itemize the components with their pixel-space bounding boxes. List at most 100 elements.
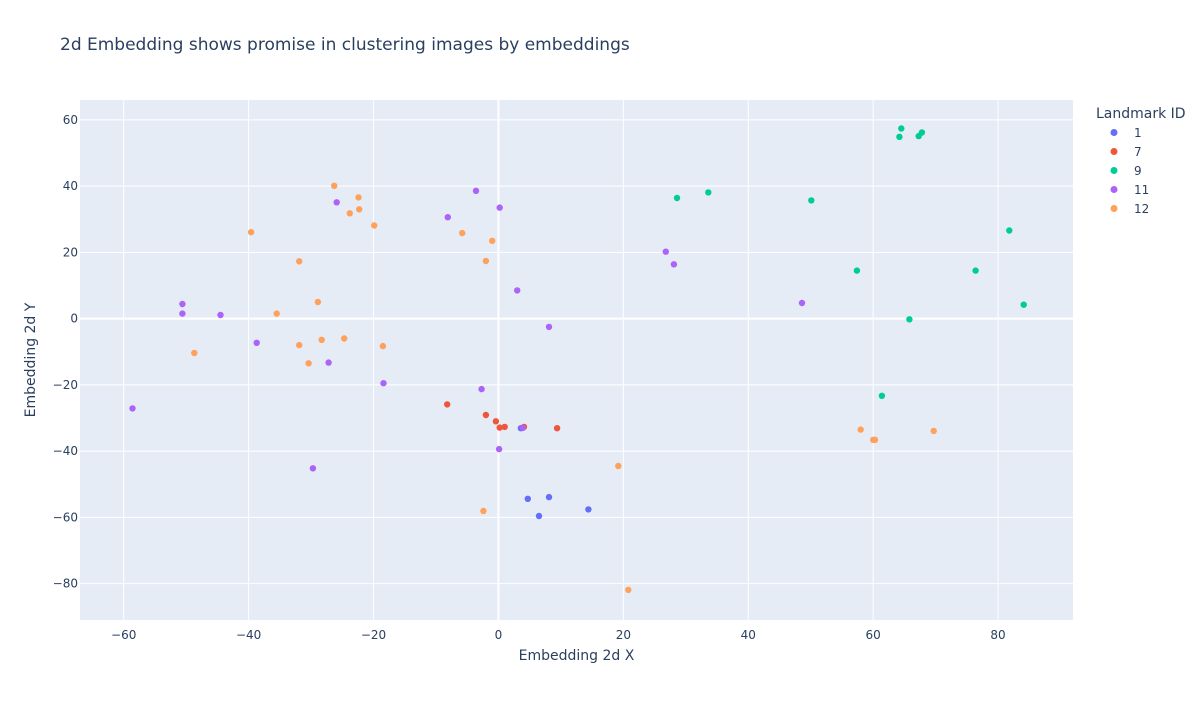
data-point[interactable] [705, 189, 712, 196]
data-point[interactable] [379, 342, 387, 350]
series-7 [444, 401, 561, 432]
data-point[interactable] [808, 197, 815, 204]
data-point[interactable] [459, 229, 466, 237]
data-point[interactable] [341, 335, 348, 342]
data-point[interactable] [355, 194, 362, 201]
data-point[interactable] [898, 125, 905, 132]
data-point[interactable] [482, 257, 490, 265]
data-point[interactable] [129, 405, 136, 412]
points [129, 125, 1027, 594]
data-point[interactable] [857, 426, 864, 433]
legend-marker [1110, 129, 1118, 136]
data-point[interactable] [346, 210, 353, 217]
data-point[interactable] [331, 182, 338, 189]
y-tick-label: 40 [63, 179, 78, 193]
legend-item[interactable]: 9 [1110, 164, 1142, 178]
data-point[interactable] [371, 222, 378, 229]
data-point[interactable] [191, 349, 198, 357]
data-point[interactable] [325, 359, 332, 366]
data-point[interactable] [273, 310, 280, 317]
data-point[interactable] [333, 199, 340, 206]
legend-item[interactable]: 11 [1110, 183, 1150, 197]
series-11 [129, 187, 806, 472]
data-point[interactable] [480, 507, 487, 515]
data-point[interactable] [253, 339, 260, 346]
data-point[interactable] [489, 237, 496, 244]
legend-marker [1110, 205, 1118, 212]
data-point[interactable] [519, 424, 526, 432]
data-point[interactable] [972, 267, 979, 274]
data-point[interactable] [296, 341, 303, 349]
data-point[interactable] [296, 258, 303, 265]
y-tick-label: 20 [63, 245, 78, 259]
data-point[interactable] [356, 206, 363, 213]
data-point[interactable] [871, 436, 879, 443]
data-point[interactable] [878, 392, 886, 399]
data-point[interactable] [625, 586, 632, 594]
data-point[interactable] [492, 418, 500, 425]
data-point[interactable] [318, 336, 325, 343]
data-point[interactable] [915, 132, 922, 140]
tick-labels: −60 −40 −20 0 20 40 60 80 −80 −60 −40 −20 0 20 40 60 [53, 113, 1006, 642]
y-tick-label: −80 [53, 577, 78, 591]
legend-item[interactable]: 12 [1110, 202, 1150, 216]
data-point[interactable] [585, 506, 592, 513]
data-point[interactable] [247, 229, 255, 236]
data-point[interactable] [380, 380, 387, 387]
data-point[interactable] [501, 423, 508, 431]
y-tick-label: −20 [53, 378, 78, 392]
y-axis-label: Embedding 2d Y [23, 302, 39, 417]
data-point[interactable] [305, 360, 312, 367]
legend-item[interactable]: 1 [1110, 126, 1142, 140]
data-point[interactable] [496, 204, 503, 211]
legend-title: Landmark ID [1096, 106, 1186, 122]
data-point[interactable] [553, 425, 561, 432]
data-point[interactable] [930, 427, 937, 435]
data-point[interactable] [615, 462, 622, 470]
data-point[interactable] [896, 133, 903, 140]
data-point[interactable] [217, 311, 224, 319]
data-point[interactable] [179, 300, 186, 308]
series-12 [191, 182, 937, 594]
data-point[interactable] [662, 248, 669, 255]
data-point[interactable] [444, 214, 451, 221]
data-point[interactable] [1006, 227, 1013, 234]
data-point[interactable] [314, 298, 322, 306]
data-point[interactable] [514, 287, 521, 294]
legend-items[interactable]: 1 7 9 11 12 [1110, 126, 1150, 216]
data-point[interactable] [478, 385, 485, 393]
data-point[interactable] [179, 310, 186, 317]
x-axis-label: Embedding 2d X [519, 648, 635, 664]
legend-label: 12 [1134, 202, 1149, 216]
y-tick-label: −60 [53, 510, 78, 524]
data-point[interactable] [545, 493, 553, 501]
legend-label: 1 [1134, 126, 1142, 140]
data-point[interactable] [496, 424, 503, 431]
x-tick-label: 20 [616, 628, 631, 642]
data-point[interactable] [472, 187, 480, 194]
data-point[interactable] [524, 495, 531, 502]
data-point[interactable] [309, 465, 317, 472]
data-point[interactable] [670, 261, 678, 268]
x-tick-label: −20 [361, 628, 386, 642]
data-point[interactable] [535, 512, 543, 520]
data-point[interactable] [798, 299, 806, 307]
legend-item[interactable]: 7 [1110, 145, 1142, 159]
y-tick-label: 60 [63, 113, 78, 127]
data-point[interactable] [853, 267, 861, 274]
x-tick-label: 80 [990, 628, 1005, 642]
data-point[interactable] [495, 445, 503, 453]
data-point[interactable] [1020, 301, 1027, 308]
legend-label: 9 [1134, 164, 1142, 178]
data-point[interactable] [482, 411, 490, 419]
x-tick-label: −40 [236, 628, 261, 642]
legend-marker [1110, 186, 1118, 193]
data-point[interactable] [545, 323, 553, 331]
data-point[interactable] [444, 401, 451, 408]
data-point[interactable] [673, 194, 681, 202]
data-point[interactable] [906, 316, 913, 323]
legend[interactable]: Landmark ID 1 7 9 11 12 [1096, 106, 1186, 216]
x-tick-label: −60 [111, 628, 136, 642]
